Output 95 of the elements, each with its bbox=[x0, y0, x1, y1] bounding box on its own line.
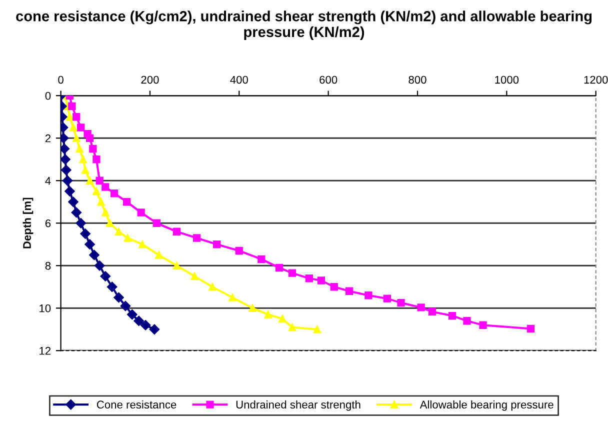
point bbox=[313, 326, 321, 334]
point bbox=[82, 166, 90, 174]
point bbox=[248, 304, 256, 312]
point bbox=[86, 134, 94, 142]
point bbox=[106, 282, 118, 292]
point bbox=[97, 198, 105, 206]
point bbox=[69, 124, 78, 132]
point bbox=[137, 208, 145, 216]
point bbox=[317, 276, 326, 284]
point bbox=[106, 219, 114, 227]
point bbox=[61, 164, 72, 176]
point bbox=[152, 219, 160, 227]
point bbox=[62, 176, 73, 186]
point bbox=[77, 124, 85, 132]
point bbox=[122, 198, 131, 206]
point bbox=[258, 255, 266, 264]
point bbox=[86, 176, 94, 184]
point bbox=[397, 298, 405, 307]
y-tick-label: 2 bbox=[45, 134, 51, 142]
point bbox=[134, 316, 144, 326]
point bbox=[330, 283, 338, 291]
point bbox=[463, 317, 471, 325]
point bbox=[102, 183, 110, 191]
y-tick-label: 10 bbox=[40, 304, 51, 312]
point bbox=[114, 292, 124, 303]
point bbox=[140, 320, 151, 330]
y-axis-title: Depth [m] bbox=[22, 198, 34, 248]
point bbox=[71, 207, 82, 218]
point bbox=[172, 228, 181, 236]
point bbox=[428, 308, 436, 316]
legend-label: Allowable bearing pressure bbox=[420, 400, 554, 411]
y-tick-label: 0 bbox=[45, 92, 51, 100]
point bbox=[110, 190, 118, 198]
point bbox=[76, 144, 84, 153]
point bbox=[228, 294, 236, 302]
y-tick-label: 12 bbox=[40, 346, 51, 355]
point bbox=[235, 246, 243, 255]
point bbox=[448, 312, 456, 320]
point bbox=[190, 272, 198, 280]
point bbox=[417, 304, 425, 312]
point bbox=[526, 324, 535, 333]
y-tick-label: 4 bbox=[45, 177, 51, 185]
point bbox=[92, 156, 100, 164]
point bbox=[80, 228, 90, 239]
point bbox=[124, 234, 132, 242]
point bbox=[213, 240, 221, 248]
point bbox=[114, 228, 123, 236]
point bbox=[127, 309, 138, 320]
point bbox=[66, 113, 74, 121]
point bbox=[102, 208, 110, 216]
point bbox=[288, 269, 296, 277]
point bbox=[94, 260, 105, 271]
legend-label: Cone resistance bbox=[96, 400, 176, 409]
point bbox=[364, 292, 372, 300]
point bbox=[345, 287, 354, 295]
point bbox=[305, 274, 313, 282]
point bbox=[149, 324, 160, 334]
point bbox=[96, 176, 104, 184]
point bbox=[89, 250, 100, 260]
x-tick-label: 1000 bbox=[495, 76, 519, 84]
point bbox=[172, 262, 181, 270]
point bbox=[60, 154, 70, 164]
x-tick-label: 800 bbox=[408, 76, 426, 84]
point bbox=[92, 187, 100, 196]
chart-title: cone resistance (Kg/cm2), undrained shear strength (KN/m2) and allowable bearing pressure (KN/m2) bbox=[16, 10, 592, 40]
y-tick-label: 8 bbox=[45, 262, 51, 270]
x-tick-label: 400 bbox=[230, 76, 248, 84]
point bbox=[72, 113, 80, 121]
point bbox=[138, 240, 146, 248]
point bbox=[155, 251, 163, 259]
point bbox=[383, 294, 391, 302]
point bbox=[64, 186, 75, 196]
point bbox=[479, 321, 487, 329]
x-tick-label: 600 bbox=[320, 76, 338, 84]
point bbox=[275, 264, 284, 272]
y-tick-label: 6 bbox=[45, 219, 51, 228]
point bbox=[60, 144, 70, 154]
point bbox=[84, 239, 95, 250]
x-tick-label: 200 bbox=[141, 76, 159, 84]
point bbox=[120, 300, 131, 312]
point bbox=[278, 314, 286, 323]
x-tick-label: 1200 bbox=[584, 76, 608, 84]
point bbox=[68, 102, 76, 110]
x-tick-label: 0 bbox=[58, 76, 64, 84]
point bbox=[79, 156, 87, 164]
point bbox=[208, 283, 216, 291]
point bbox=[72, 134, 80, 142]
point bbox=[192, 234, 201, 242]
point bbox=[100, 271, 110, 282]
point bbox=[89, 144, 97, 153]
legend-label: Undrained shear strength bbox=[236, 400, 360, 411]
point bbox=[76, 218, 86, 228]
point bbox=[68, 196, 78, 207]
point bbox=[288, 323, 296, 332]
point bbox=[264, 310, 272, 318]
